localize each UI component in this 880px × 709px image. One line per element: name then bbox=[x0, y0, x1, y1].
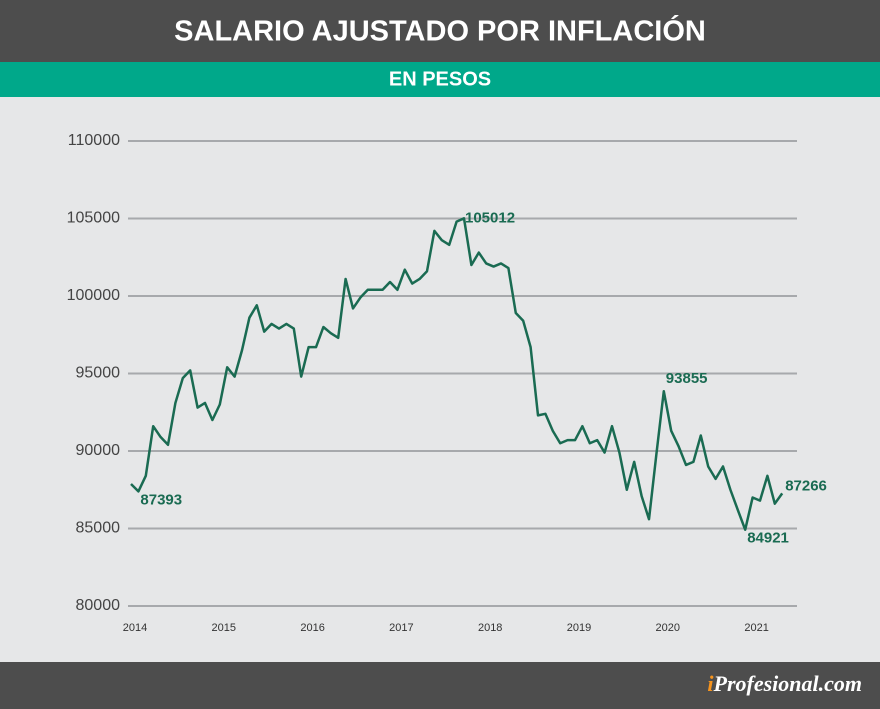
x-tick-label: 2016 bbox=[300, 622, 324, 634]
data-label: 105012 bbox=[465, 209, 515, 226]
y-tick-label: 110000 bbox=[68, 132, 120, 149]
x-tick-label: 2019 bbox=[567, 622, 591, 634]
x-tick-label: 2020 bbox=[656, 622, 680, 634]
title-band bbox=[0, 0, 880, 62]
y-tick-label: 95000 bbox=[76, 365, 121, 382]
x-tick-label: 2021 bbox=[744, 622, 768, 634]
source: iProfesional.com bbox=[707, 671, 862, 696]
y-tick-label: 105000 bbox=[67, 210, 120, 227]
footer-band bbox=[0, 662, 880, 709]
data-label: 84921 bbox=[747, 530, 789, 547]
y-tick-label: 85000 bbox=[76, 520, 121, 537]
chart-title: SALARIO AJUSTADO POR INFLACIÓN bbox=[174, 14, 706, 48]
chart-subtitle: EN PESOS bbox=[389, 68, 491, 90]
x-tick-label: 2017 bbox=[389, 622, 413, 634]
source-name: Profesional.com bbox=[713, 671, 863, 696]
x-tick-label: 2015 bbox=[212, 622, 236, 634]
y-tick-label: 90000 bbox=[76, 442, 121, 459]
data-label: 87393 bbox=[140, 491, 182, 508]
subtitle-band bbox=[0, 62, 880, 97]
x-tick-label: 2014 bbox=[123, 622, 147, 634]
data-label: 93855 bbox=[666, 370, 708, 387]
data-label: 87266 bbox=[785, 477, 827, 494]
y-tick-label: 100000 bbox=[67, 287, 120, 304]
line bbox=[130, 217, 784, 531]
source-prefix: i bbox=[707, 671, 714, 696]
x-tick-label: 2018 bbox=[478, 622, 502, 634]
y-tick-label: 80000 bbox=[76, 597, 121, 614]
